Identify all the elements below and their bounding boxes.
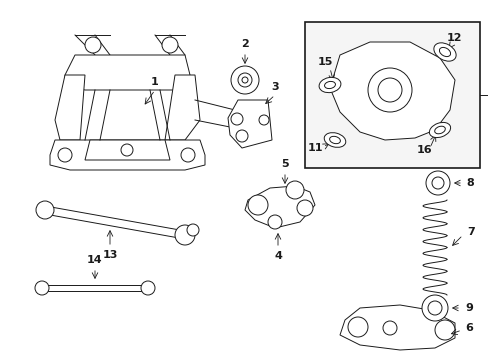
Text: 11: 11 — [306, 143, 322, 153]
Circle shape — [421, 295, 447, 321]
Polygon shape — [227, 100, 271, 148]
Circle shape — [35, 281, 49, 295]
Polygon shape — [50, 140, 204, 170]
Circle shape — [175, 225, 195, 245]
Text: 8: 8 — [465, 178, 473, 188]
Circle shape — [238, 73, 251, 87]
Circle shape — [296, 200, 312, 216]
Circle shape — [236, 130, 247, 142]
Polygon shape — [339, 305, 454, 350]
Text: 16: 16 — [416, 145, 432, 155]
Text: 6: 6 — [464, 323, 472, 333]
Text: 3: 3 — [271, 82, 278, 92]
Circle shape — [427, 301, 441, 315]
Polygon shape — [85, 140, 170, 160]
Text: 15: 15 — [317, 57, 332, 67]
Text: 7: 7 — [466, 227, 474, 237]
Circle shape — [85, 37, 101, 53]
Circle shape — [434, 320, 454, 340]
Circle shape — [377, 78, 401, 102]
Ellipse shape — [324, 133, 345, 147]
Circle shape — [367, 68, 411, 112]
Circle shape — [259, 115, 268, 125]
Circle shape — [181, 148, 195, 162]
Polygon shape — [329, 42, 454, 140]
Circle shape — [162, 37, 178, 53]
Circle shape — [121, 144, 133, 156]
Ellipse shape — [434, 126, 445, 134]
Circle shape — [58, 148, 72, 162]
Text: 9: 9 — [464, 303, 472, 313]
Bar — [305, 22, 479, 168]
Ellipse shape — [319, 77, 340, 93]
Text: 13: 13 — [102, 250, 118, 260]
Ellipse shape — [329, 136, 340, 144]
Circle shape — [230, 113, 243, 125]
Circle shape — [36, 201, 54, 219]
Circle shape — [247, 195, 267, 215]
Circle shape — [230, 66, 259, 94]
Ellipse shape — [324, 81, 335, 89]
Circle shape — [267, 215, 282, 229]
Ellipse shape — [439, 48, 449, 57]
Circle shape — [186, 224, 199, 236]
Circle shape — [347, 317, 367, 337]
Text: 4: 4 — [273, 251, 282, 261]
Circle shape — [431, 177, 443, 189]
Polygon shape — [164, 75, 200, 140]
Circle shape — [141, 281, 155, 295]
Circle shape — [382, 321, 396, 335]
Ellipse shape — [428, 122, 449, 138]
Circle shape — [242, 77, 247, 83]
Text: 14: 14 — [87, 255, 102, 265]
Text: 2: 2 — [241, 39, 248, 49]
Text: 1: 1 — [151, 77, 159, 87]
Polygon shape — [55, 75, 85, 140]
Polygon shape — [65, 55, 190, 90]
Text: 12: 12 — [446, 33, 461, 43]
Polygon shape — [244, 186, 314, 228]
Circle shape — [285, 181, 304, 199]
Circle shape — [425, 171, 449, 195]
Text: 5: 5 — [281, 159, 288, 169]
Ellipse shape — [433, 43, 455, 61]
